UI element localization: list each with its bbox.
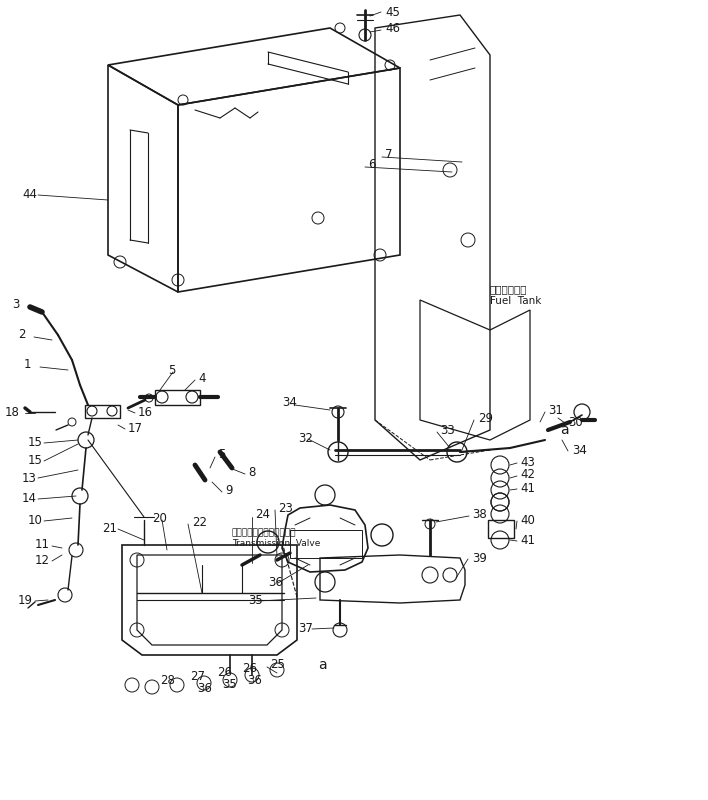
Text: 41: 41 xyxy=(520,482,535,494)
Text: 42: 42 xyxy=(520,469,535,482)
Text: 45: 45 xyxy=(385,6,400,18)
Text: 36: 36 xyxy=(268,575,283,589)
Text: 21: 21 xyxy=(102,522,117,534)
Text: 6: 6 xyxy=(368,158,375,171)
Text: 23: 23 xyxy=(278,502,293,514)
Text: 38: 38 xyxy=(472,509,487,522)
Text: 19: 19 xyxy=(18,594,33,606)
Text: 34: 34 xyxy=(572,443,587,457)
Text: 20: 20 xyxy=(152,511,167,525)
Text: 28: 28 xyxy=(160,674,175,687)
Text: 5: 5 xyxy=(218,449,225,462)
Text: 41: 41 xyxy=(520,534,535,546)
Text: 18: 18 xyxy=(5,406,20,418)
Text: 32: 32 xyxy=(298,431,313,445)
Text: 35: 35 xyxy=(222,678,236,691)
Text: 15: 15 xyxy=(28,435,43,449)
Text: 2: 2 xyxy=(18,329,25,342)
Text: 13: 13 xyxy=(22,471,37,485)
Text: 40: 40 xyxy=(520,514,535,526)
Text: 3: 3 xyxy=(12,298,19,311)
Text: 10: 10 xyxy=(28,514,43,526)
Text: 26: 26 xyxy=(242,662,257,675)
Text: 33: 33 xyxy=(440,423,455,437)
Text: 7: 7 xyxy=(385,149,392,162)
Text: 34: 34 xyxy=(282,397,297,410)
Text: 16: 16 xyxy=(138,406,153,418)
Text: 44: 44 xyxy=(22,189,37,202)
Text: フェルタンク
Fuel  Tank: フェルタンク Fuel Tank xyxy=(490,284,542,306)
Text: 8: 8 xyxy=(248,466,256,478)
Text: 9: 9 xyxy=(225,483,232,497)
Text: 24: 24 xyxy=(255,509,270,522)
Text: 39: 39 xyxy=(472,551,487,565)
Text: 5: 5 xyxy=(168,363,176,377)
Text: 4: 4 xyxy=(198,371,205,385)
Text: 1: 1 xyxy=(24,358,31,371)
Text: 46: 46 xyxy=(385,22,400,34)
Text: 31: 31 xyxy=(548,403,563,417)
Text: 11: 11 xyxy=(35,538,50,551)
Text: 26: 26 xyxy=(217,666,232,679)
Text: 12: 12 xyxy=(35,554,50,566)
Text: 27: 27 xyxy=(190,670,205,683)
Text: 37: 37 xyxy=(298,622,313,634)
Text: 36: 36 xyxy=(197,682,212,695)
Text: 35: 35 xyxy=(248,594,263,606)
Text: 22: 22 xyxy=(192,515,207,529)
Text: a: a xyxy=(560,423,569,437)
Text: 25: 25 xyxy=(270,658,285,671)
Text: 43: 43 xyxy=(520,455,535,469)
Text: 29: 29 xyxy=(478,411,493,425)
Text: トランスミッションバルブ
Transmission  Valve: トランスミッションバルブ Transmission Valve xyxy=(232,528,321,548)
Bar xyxy=(488,520,514,538)
Text: 17: 17 xyxy=(128,422,143,434)
Text: a: a xyxy=(318,658,326,672)
Text: 36: 36 xyxy=(247,674,262,687)
Text: 14: 14 xyxy=(22,491,37,505)
Text: 15: 15 xyxy=(28,454,43,466)
Text: 30: 30 xyxy=(568,415,583,429)
